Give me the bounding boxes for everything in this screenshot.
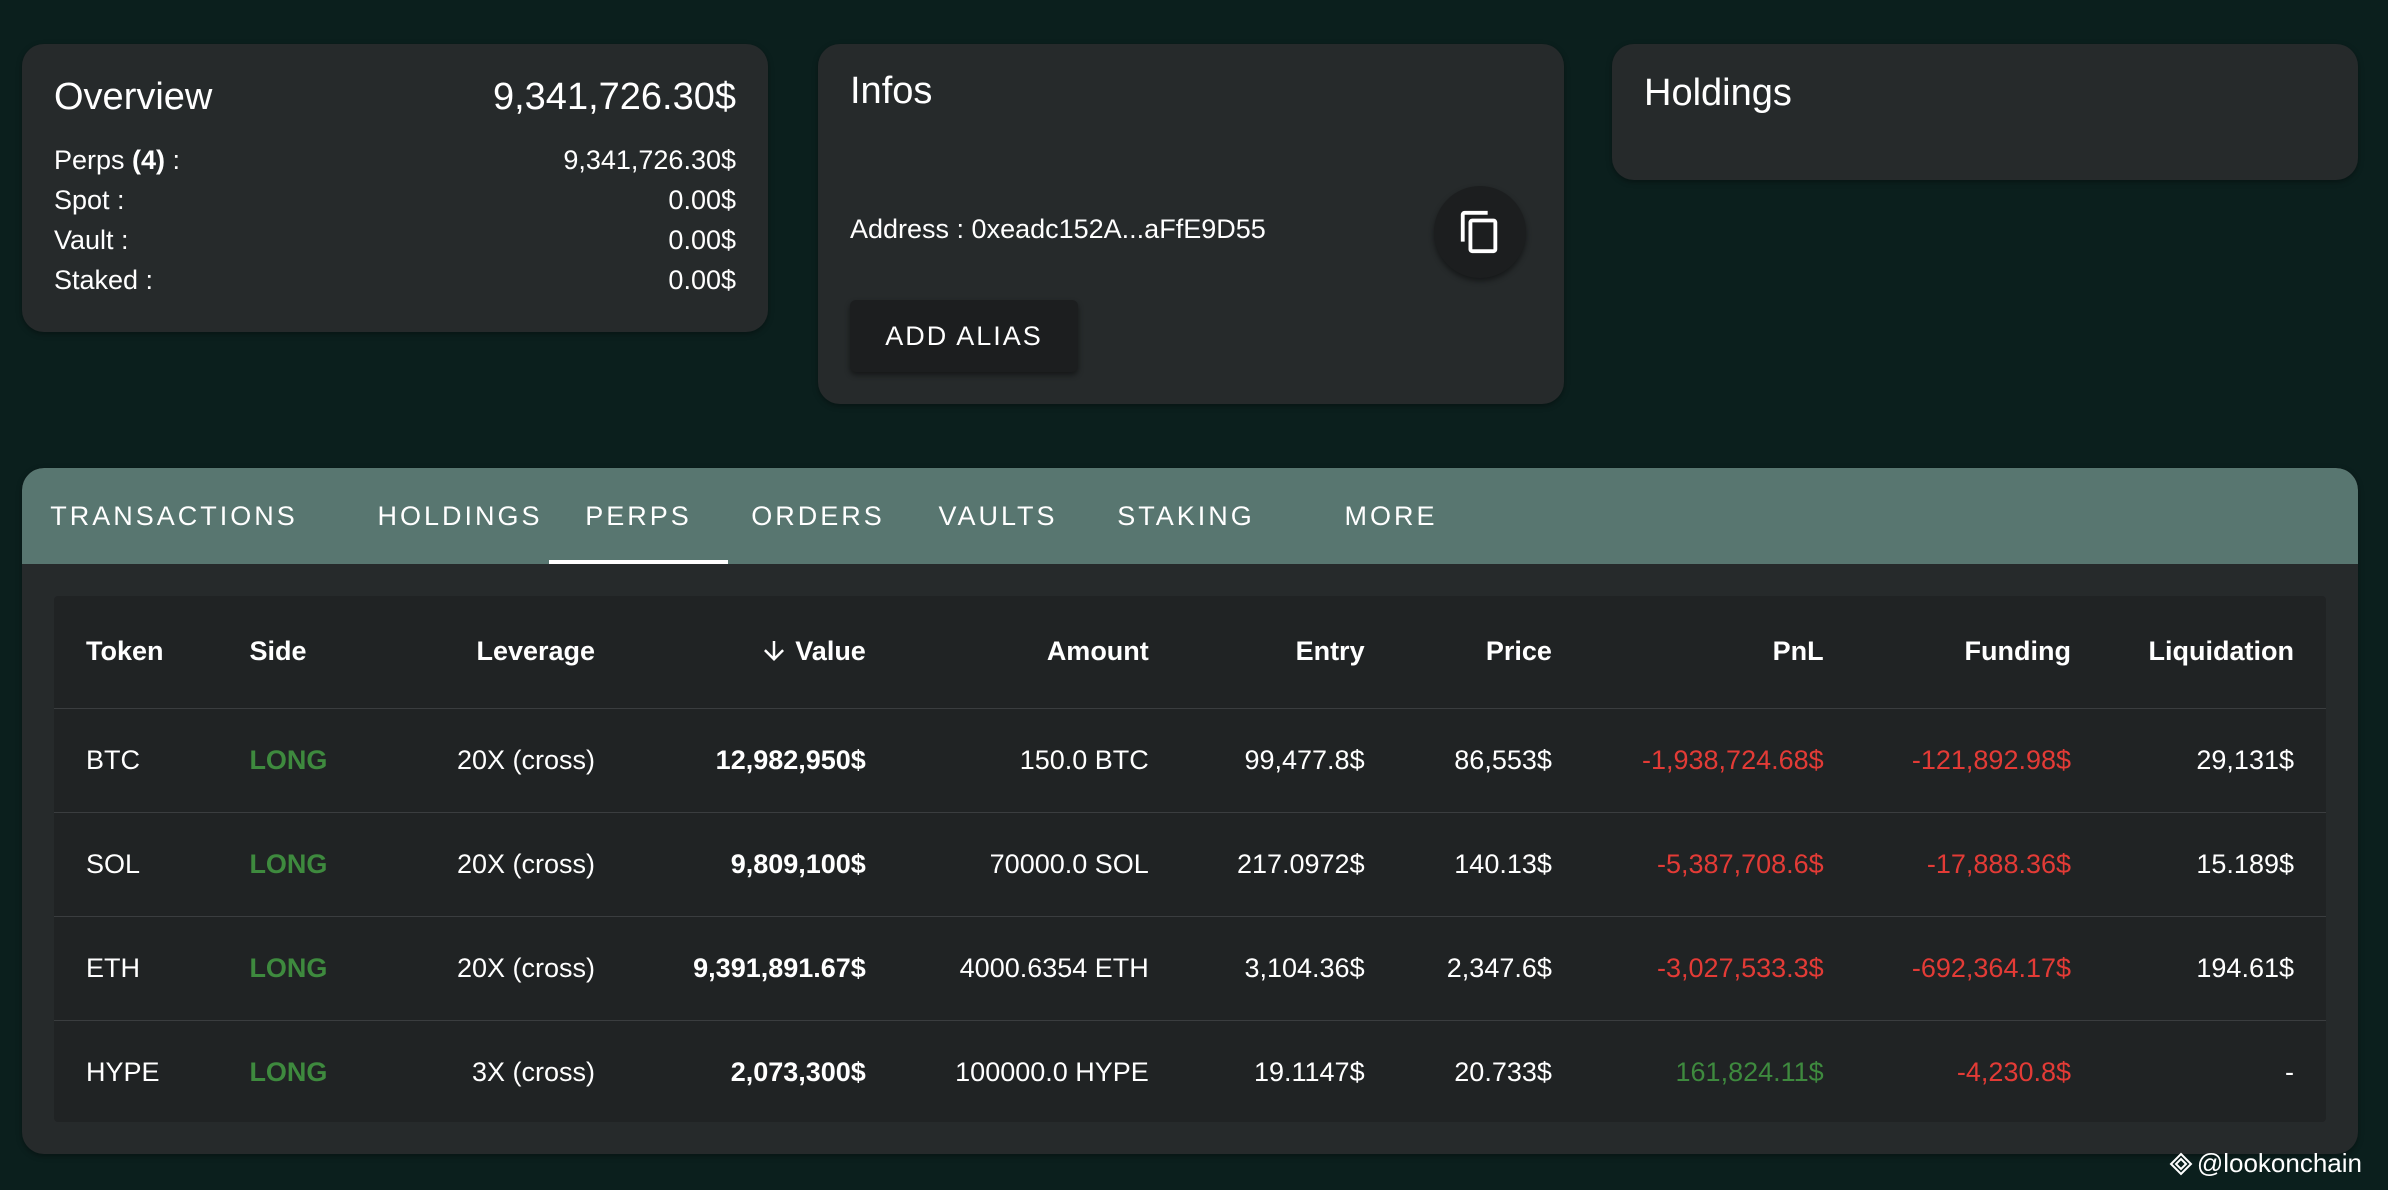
column-price[interactable]: Price <box>1396 596 1584 709</box>
holdings-card: Holdings <box>1612 44 2358 180</box>
positions-panel: TRANSACTIONS HOLDINGS PERPS ORDERS VAULT… <box>22 468 2358 1154</box>
cell-side: LONG <box>249 1056 328 1087</box>
watermark-text: @lookonchain <box>2196 1148 2362 1178</box>
copy-icon <box>1460 210 1498 254</box>
table-header-row: Token Side Leverage Value Amount Entry P… <box>54 596 2326 709</box>
overview-card: Overview 9,341,726.30$ Perps (4) : 9,341,… <box>22 44 768 332</box>
cell-pnl: 161,824.11$ <box>1675 1056 1824 1087</box>
wallet-address: Address : 0xeadc152A...aFfE9D55 <box>850 214 1266 244</box>
overview-row: Vault : 0.00$ <box>54 220 736 260</box>
cell-price: 86,553$ <box>1396 708 1584 813</box>
cell-leverage: 20X (cross) <box>391 916 628 1021</box>
cell-leverage: 3X (cross) <box>472 1056 596 1087</box>
cell-token: BTC <box>54 708 250 813</box>
overview-row-label: Staked : <box>54 265 153 296</box>
lookonchain-logo-icon <box>2169 1152 2193 1175</box>
column-value[interactable]: Value <box>627 596 898 709</box>
cell-value: 2,073,300$ <box>730 1056 866 1087</box>
cell-token: SOL <box>54 812 250 917</box>
table-row[interactable]: HYPE LONG 3X (cross) 2,073,300$ 100000.0 HYP… <box>54 1020 2326 1124</box>
cell-value: 9,391,891.67$ <box>627 916 898 1021</box>
tab-bar: TRANSACTIONS HOLDINGS PERPS ORDERS VAULT… <box>22 468 2358 564</box>
cell-amount: 100000.0 HYPE <box>955 1056 1149 1087</box>
infos-card: Infos Address : 0xeadc152A...aFfE9D55 AD… <box>818 44 1564 404</box>
cell-liquidation: 194.61$ <box>2103 916 2326 1021</box>
table-row[interactable]: SOL LONG 20X (cross) 9,809,100$ 70000.0 SOL 2… <box>54 812 2326 917</box>
cell-pnl: -1,938,724.68$ <box>1583 708 1856 813</box>
overview-row-label: Spot : <box>54 185 125 216</box>
cell-liquidation: - <box>2285 1056 2294 1087</box>
cell-funding: -121,892.98$ <box>1855 708 2104 813</box>
cell-entry: 3,104.36$ <box>1180 916 1397 1021</box>
overview-total: 9,341,726.30$ <box>492 75 736 118</box>
cell-liquidation: 15.189$ <box>2103 812 2326 917</box>
column-amount[interactable]: Amount <box>897 596 1181 709</box>
column-entry[interactable]: Entry <box>1180 596 1397 709</box>
add-alias-button[interactable]: ADD ALIAS <box>850 300 1078 372</box>
overview-row-label-text: Vault : <box>54 224 129 255</box>
copy-address-button[interactable] <box>1434 186 1526 278</box>
column-side[interactable]: Side <box>249 596 392 709</box>
cell-entry: 19.1147$ <box>1253 1056 1365 1087</box>
column-liquidation[interactable]: Liquidation <box>2103 596 2326 709</box>
overview-row-label: Vault : <box>54 225 129 256</box>
cell-amount: 150.0 BTC <box>897 708 1181 813</box>
column-funding[interactable]: Funding <box>1855 596 2104 709</box>
overview-row-value: 0.00$ <box>668 264 736 295</box>
cell-value: 12,982,950$ <box>627 708 898 813</box>
tab-transactions[interactable]: TRANSACTIONS <box>50 500 298 531</box>
cell-amount: 70000.0 SOL <box>897 812 1181 917</box>
tab-perps[interactable]: PERPS <box>549 468 728 564</box>
cell-price: 140.13$ <box>1396 812 1584 917</box>
cell-leverage: 20X (cross) <box>391 812 628 917</box>
column-value-label: Value <box>795 636 866 667</box>
holdings-title: Holdings <box>1644 72 1792 114</box>
tab-vaults[interactable]: VAULTS <box>938 500 1058 531</box>
overview-row-label: Perps (4) : <box>54 145 180 176</box>
overview-row-count: (4) <box>132 144 166 175</box>
overview-row-label-text: Spot : <box>54 184 125 215</box>
column-leverage[interactable]: Leverage <box>391 596 628 709</box>
cell-amount: 4000.6354 ETH <box>897 916 1181 1021</box>
cell-token: ETH <box>54 916 250 1021</box>
overview-row-label-text: Staked : <box>54 264 154 295</box>
column-pnl[interactable]: PnL <box>1583 596 1856 709</box>
cell-value: 9,809,100$ <box>627 812 898 917</box>
cell-funding: -4,230.8$ <box>1956 1056 2072 1087</box>
cell-side: LONG <box>249 812 392 917</box>
infos-title: Infos <box>850 70 933 112</box>
cell-token: HYPE <box>86 1056 160 1087</box>
overview-title: Overview <box>54 75 213 118</box>
cell-side: LONG <box>249 916 392 1021</box>
cell-leverage: 20X (cross) <box>391 708 628 813</box>
tab-orders[interactable]: ORDERS <box>751 500 885 531</box>
cell-side: LONG <box>249 708 392 813</box>
cell-liquidation: 29,131$ <box>2103 708 2326 813</box>
tab-holdings[interactable]: HOLDINGS <box>377 500 543 531</box>
perps-table: Token Side Leverage Value Amount Entry P… <box>54 596 2326 1122</box>
watermark: @lookonchain <box>2169 1148 2362 1179</box>
cell-funding: -17,888.36$ <box>1855 812 2104 917</box>
cell-funding: -692,364.17$ <box>1855 916 2104 1021</box>
arrow-down-icon <box>764 641 785 662</box>
cell-entry: 99,477.8$ <box>1180 708 1397 813</box>
overview-row-value: 9,341,726.30$ <box>563 144 736 175</box>
overview-row: Spot : 0.00$ <box>54 180 736 220</box>
column-token[interactable]: Token <box>54 596 250 709</box>
overview-row: Perps (4) : 9,341,726.30$ <box>54 140 736 180</box>
cell-entry: 217.0972$ <box>1180 812 1397 917</box>
cell-price: 2,347.6$ <box>1396 916 1584 1021</box>
overview-row-value: 0.00$ <box>668 224 736 255</box>
overview-row: Staked : 0.00$ <box>54 260 736 300</box>
cell-pnl: -3,027,533.3$ <box>1583 916 1856 1021</box>
table-row[interactable]: BTC LONG 20X (cross) 12,982,950$ 150.0 BTC 99… <box>54 708 2326 813</box>
cell-pnl: -5,387,708.6$ <box>1583 812 1856 917</box>
cell-price: 20.733$ <box>1454 1056 1552 1087</box>
overview-row-value: 0.00$ <box>668 184 736 215</box>
tab-staking[interactable]: STAKING <box>1117 500 1255 531</box>
tab-more[interactable]: MORE <box>1344 500 1438 531</box>
table-row[interactable]: ETH LONG 20X (cross) 9,391,891.67$ 4000.6354… <box>54 916 2326 1021</box>
overview-row-label-suffix: : <box>165 144 181 175</box>
overview-row-label-text: Perps <box>54 144 133 175</box>
